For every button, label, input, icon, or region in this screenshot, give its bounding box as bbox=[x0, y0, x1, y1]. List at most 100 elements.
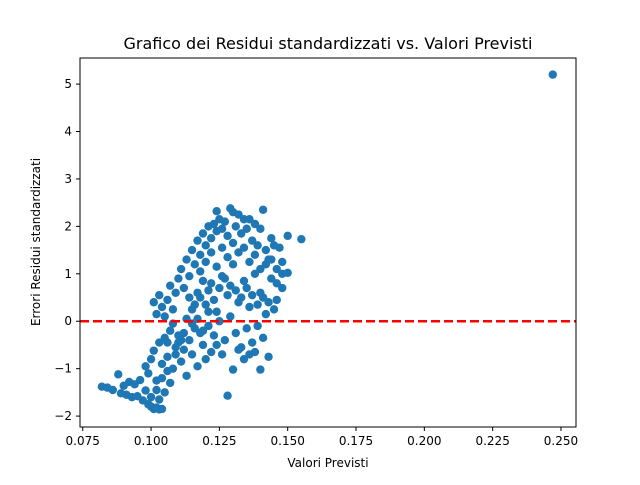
data-point bbox=[198, 229, 208, 238]
data-point bbox=[185, 336, 194, 345]
data-point bbox=[108, 385, 117, 395]
data-point bbox=[165, 378, 175, 388]
data-point bbox=[261, 309, 271, 319]
data-point bbox=[141, 362, 150, 371]
data-point bbox=[196, 250, 205, 260]
x-tick-label: 0.250 bbox=[544, 434, 578, 448]
data-point bbox=[283, 231, 292, 241]
data-point bbox=[201, 241, 210, 250]
data-point bbox=[234, 345, 243, 354]
data-point bbox=[201, 257, 210, 267]
data-point bbox=[220, 274, 230, 283]
data-point bbox=[168, 305, 178, 314]
data-point bbox=[182, 255, 191, 264]
data-point bbox=[253, 241, 262, 250]
y-tick-label: 0 bbox=[64, 314, 72, 328]
x-tick-label: 0.125 bbox=[202, 434, 236, 448]
data-point bbox=[212, 340, 221, 350]
data-point bbox=[193, 362, 202, 371]
data-point bbox=[160, 312, 169, 321]
data-point bbox=[223, 253, 232, 262]
data-point bbox=[242, 324, 251, 333]
data-point bbox=[256, 365, 265, 374]
data-point bbox=[237, 293, 246, 302]
data-point bbox=[267, 234, 276, 243]
data-point bbox=[239, 276, 249, 286]
data-point bbox=[179, 328, 189, 338]
data-point bbox=[176, 336, 186, 345]
data-point bbox=[174, 274, 183, 283]
data-point bbox=[242, 283, 251, 293]
data-point bbox=[250, 347, 260, 357]
data-point bbox=[226, 281, 235, 290]
data-point bbox=[149, 298, 158, 307]
data-point bbox=[258, 293, 268, 302]
data-point bbox=[217, 243, 227, 252]
y-tick-label: 4 bbox=[64, 125, 72, 139]
data-point bbox=[157, 359, 167, 369]
points-layer bbox=[97, 70, 557, 414]
y-axis-label: Errori Residui standardizzati bbox=[29, 158, 43, 326]
data-point bbox=[171, 350, 180, 359]
data-point bbox=[157, 302, 167, 312]
x-tick-label: 0.150 bbox=[271, 434, 305, 448]
data-point bbox=[267, 274, 276, 283]
data-point bbox=[198, 276, 208, 286]
data-point bbox=[201, 354, 210, 364]
x-tick-label: 0.175 bbox=[339, 434, 373, 448]
data-point bbox=[226, 312, 235, 321]
data-point bbox=[182, 371, 191, 380]
y-tick-label: 1 bbox=[64, 267, 72, 281]
y-tick-label: 5 bbox=[64, 77, 72, 91]
data-point bbox=[157, 404, 167, 414]
y-axis: −2 −1 0 1 2 3 4 5 bbox=[54, 77, 80, 423]
chart-title: Grafico dei Residui standardizzati vs. V… bbox=[124, 34, 533, 53]
data-point bbox=[253, 321, 262, 331]
data-point bbox=[135, 375, 145, 385]
data-point bbox=[185, 271, 194, 281]
data-point bbox=[267, 255, 276, 264]
data-point bbox=[165, 326, 175, 335]
data-point bbox=[231, 286, 240, 295]
data-point bbox=[206, 248, 216, 257]
data-point bbox=[217, 350, 227, 359]
data-point bbox=[196, 267, 205, 276]
data-point bbox=[209, 331, 219, 340]
data-point bbox=[242, 224, 251, 233]
data-point bbox=[269, 305, 279, 314]
data-point bbox=[247, 338, 257, 347]
data-point bbox=[283, 268, 292, 278]
data-point bbox=[114, 370, 123, 379]
x-axis: 0.075 0.100 0.125 0.150 0.175 0.200 0.225 0.250 bbox=[66, 427, 578, 448]
data-point bbox=[275, 243, 284, 252]
data-point bbox=[228, 365, 238, 374]
data-point bbox=[548, 70, 557, 79]
data-point bbox=[160, 388, 169, 397]
data-point bbox=[247, 236, 257, 245]
data-point bbox=[198, 340, 208, 350]
data-point bbox=[234, 248, 243, 257]
data-point bbox=[204, 286, 213, 295]
data-point bbox=[190, 260, 199, 269]
data-point bbox=[206, 347, 216, 357]
data-point bbox=[228, 260, 238, 269]
data-point bbox=[165, 281, 175, 290]
data-point bbox=[247, 290, 257, 300]
data-point bbox=[212, 262, 221, 271]
y-tick-label: 3 bbox=[64, 172, 72, 186]
data-point bbox=[155, 338, 164, 347]
data-point bbox=[201, 300, 210, 309]
data-point bbox=[171, 288, 180, 297]
x-tick-label: 0.225 bbox=[475, 434, 509, 448]
data-point bbox=[258, 205, 268, 214]
y-tick-label: −2 bbox=[54, 409, 72, 423]
data-point bbox=[250, 269, 260, 279]
data-point bbox=[155, 290, 164, 300]
data-point bbox=[220, 217, 230, 226]
data-point bbox=[206, 234, 216, 243]
data-point bbox=[258, 333, 268, 343]
data-point bbox=[239, 354, 249, 364]
data-point bbox=[176, 264, 186, 274]
data-point bbox=[220, 336, 230, 345]
data-point bbox=[228, 238, 238, 248]
